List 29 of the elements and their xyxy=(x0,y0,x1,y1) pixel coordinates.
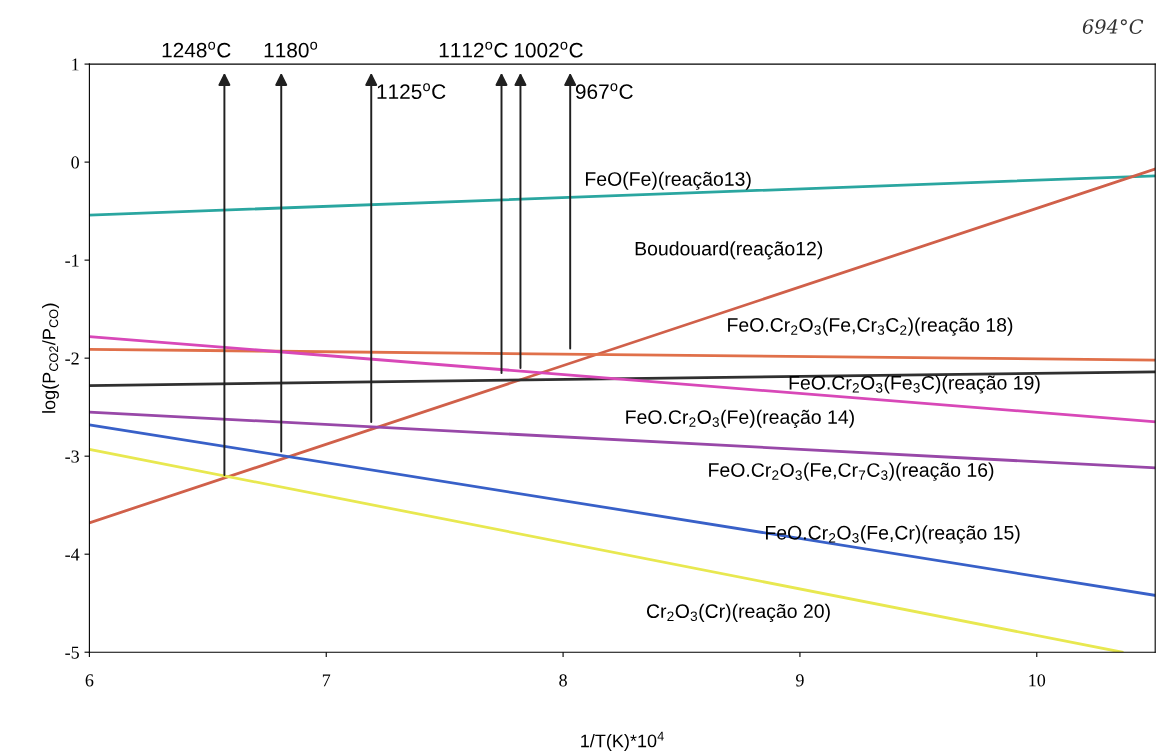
text: FeO.Cr$_{2}$O$_{3}$(Fe,Cr$_{7}$C$_{3}$)(reação 16) xyxy=(709,462,994,481)
y-tick-label: -3 xyxy=(65,450,79,463)
text: 694°C xyxy=(1082,19,1144,34)
x-tick-label: 7 xyxy=(322,674,331,687)
series-label: FeO(Fe)(reação13) xyxy=(586,171,751,190)
series-label: Boudouard(reação12) xyxy=(635,241,823,260)
x-tick-label: 9 xyxy=(796,674,804,687)
y-axis-title: log(P$_{CO2}$/P$_{CO}$) xyxy=(42,303,59,413)
y-tick-label: -4 xyxy=(65,548,80,561)
text: FeO.Cr$_{2}$O$_{3}$(Fe,Cr$_{3}$C$_{2}$)(reação 18) xyxy=(728,317,1013,336)
x-axis-title: 1/T(K)*10$^{4}$ xyxy=(581,731,664,751)
annotation: 1248$^{o}$C xyxy=(162,41,231,58)
x-tick-label: 10 xyxy=(1029,674,1046,687)
annotation: 1002$^{o}$C xyxy=(514,41,583,58)
series-label: FeO.Cr$_{2}$O$_{3}$(Fe,Cr)(reação 15) xyxy=(766,525,1020,544)
annotation: 1112$^{o}$C xyxy=(439,41,508,58)
series-label: Cr$_{2}$O$_{3}$(Cr)(reação 20) xyxy=(646,603,830,622)
annotation: 1180$^{o}$ xyxy=(264,41,318,58)
series-label: FeO.Cr$_{2}$O$_{3}$(Fe)(reação 14) xyxy=(626,409,854,428)
y-tick-label: 0 xyxy=(71,156,79,169)
y-tick-label: 1 xyxy=(72,58,79,71)
annotation: 1125$^{o}$C xyxy=(377,83,446,100)
annotation: 967$^{o}$C xyxy=(575,83,633,100)
y-tick-label: -1 xyxy=(65,254,79,267)
x-tick-label: 6 xyxy=(85,674,94,687)
y-tick-label: -5 xyxy=(65,646,79,659)
y-tick-label: -2 xyxy=(65,352,79,365)
series-label: FeO.Cr$_{2}$O$_{3}$(Fe$_{3}$C)(reação 19) xyxy=(789,375,1040,394)
x-tick-label: 8 xyxy=(559,674,567,687)
